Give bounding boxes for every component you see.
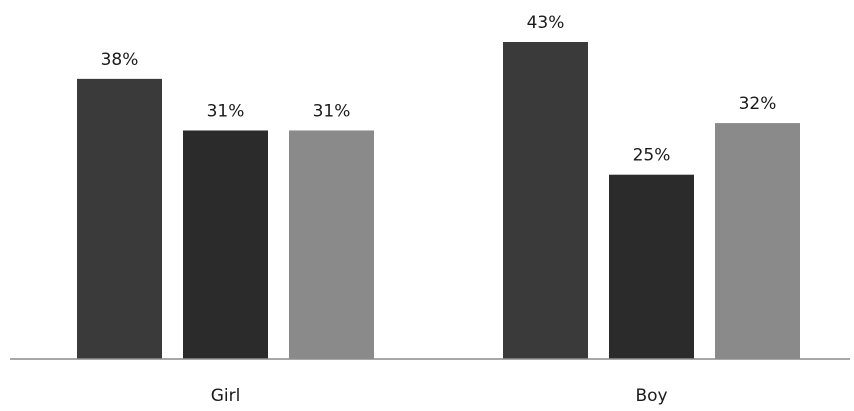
data-label-boy-1: 43% [527,13,565,33]
category-label-girl: Girl [211,386,241,406]
data-label-boy-3: 32% [739,94,777,114]
bars-group [77,42,800,360]
category-label-boy: Boy [635,386,667,406]
bar-boy-1 [503,42,588,359]
bar-boy-3 [715,123,800,360]
data-label-girl-2: 31% [207,101,245,121]
bar-girl-2 [183,130,268,359]
bar-boy-2 [609,174,694,359]
bar-girl-1 [77,78,162,359]
category-labels-group: Girl Boy [211,386,668,406]
data-label-boy-2: 25% [633,146,671,166]
bar-girl-3 [289,130,374,359]
data-label-girl-3: 31% [313,101,351,121]
data-label-girl-1: 38% [101,50,139,70]
data-labels-group: 38% 31% 31% 43% 25% 32% [101,13,777,166]
